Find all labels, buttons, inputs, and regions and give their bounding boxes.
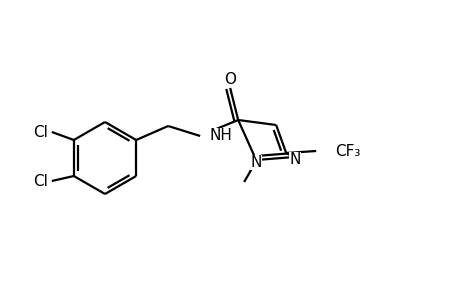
- Text: Cl: Cl: [34, 124, 48, 140]
- Text: N: N: [289, 152, 300, 166]
- Text: CF₃: CF₃: [335, 143, 360, 158]
- Text: NH: NH: [209, 128, 231, 142]
- Text: Cl: Cl: [34, 173, 48, 188]
- Text: N: N: [250, 154, 261, 169]
- Text: O: O: [224, 71, 235, 86]
